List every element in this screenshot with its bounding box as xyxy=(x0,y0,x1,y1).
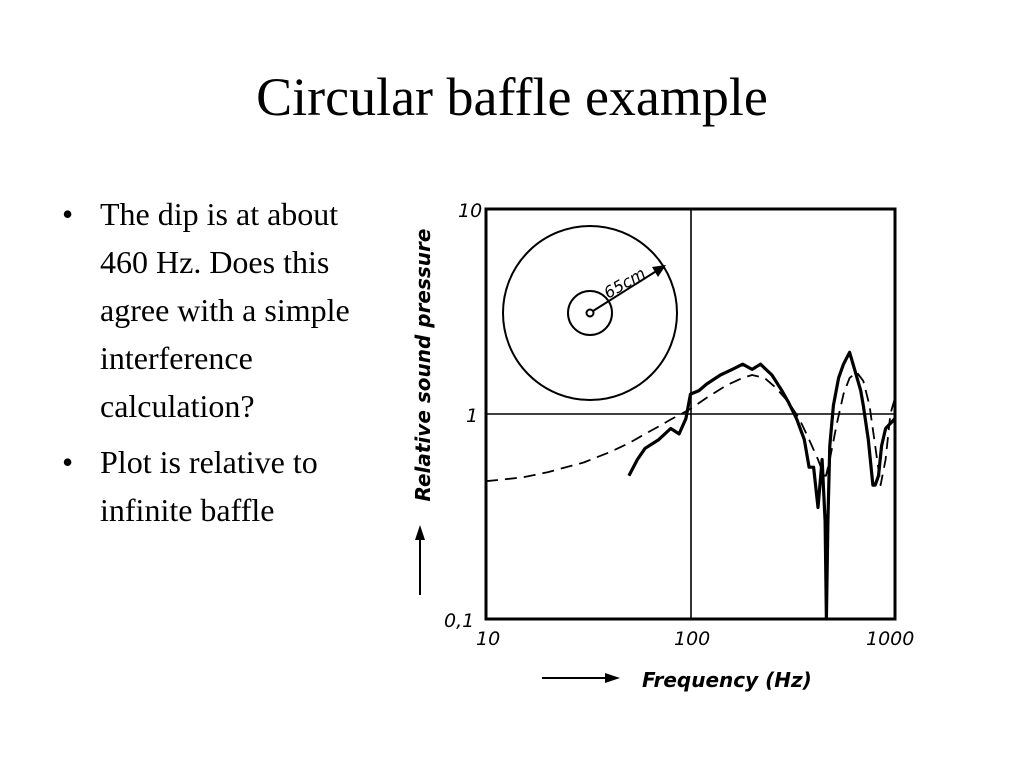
y-axis-title: Relative sound pressure xyxy=(411,229,435,502)
baffle-inset: 65cm xyxy=(502,225,678,401)
speaker-circle xyxy=(567,290,613,336)
bullet-dot-icon: • xyxy=(62,444,74,480)
radius-arrow-line xyxy=(592,269,659,312)
y-axis-arrow-icon xyxy=(415,525,425,540)
bullet-list: • The dip is at about 460 Hz. Does this … xyxy=(58,190,388,542)
bullet-item: • The dip is at about 460 Hz. Does this … xyxy=(58,190,388,430)
y-tick-label: 0,1 xyxy=(444,610,474,632)
x-tick-label: 100 xyxy=(674,628,710,650)
baffle-outer-circle xyxy=(502,225,678,401)
bullet-text: The dip is at about 460 Hz. Does this ag… xyxy=(100,196,350,424)
inset-radius-label: 65cm xyxy=(601,264,649,303)
x-tick-label: 10 xyxy=(476,628,500,650)
slide-title: Circular baffle example xyxy=(256,67,768,127)
x-tick-label: 1000 xyxy=(866,628,914,650)
bullet-item: • Plot is relative to infinite baffle xyxy=(58,438,388,534)
bullet-text: Plot is relative to infinite baffle xyxy=(100,444,318,528)
center-dot xyxy=(585,308,595,318)
bullet-dot-icon: • xyxy=(62,196,74,232)
radius-arrow-head-icon xyxy=(652,265,666,277)
frequency-response-chart: 65cm 10 1 0,1 10 100 1000 Relative sound… xyxy=(411,200,914,692)
series-line-solid xyxy=(627,350,897,621)
series-layer xyxy=(485,350,897,621)
series-line-dashed xyxy=(485,371,896,487)
x-axis-arrow-icon xyxy=(605,673,620,683)
y-tick-label: 10 xyxy=(458,200,482,222)
y-tick-label: 1 xyxy=(466,405,478,427)
x-axis-title: Frequency (Hz) xyxy=(642,668,812,692)
